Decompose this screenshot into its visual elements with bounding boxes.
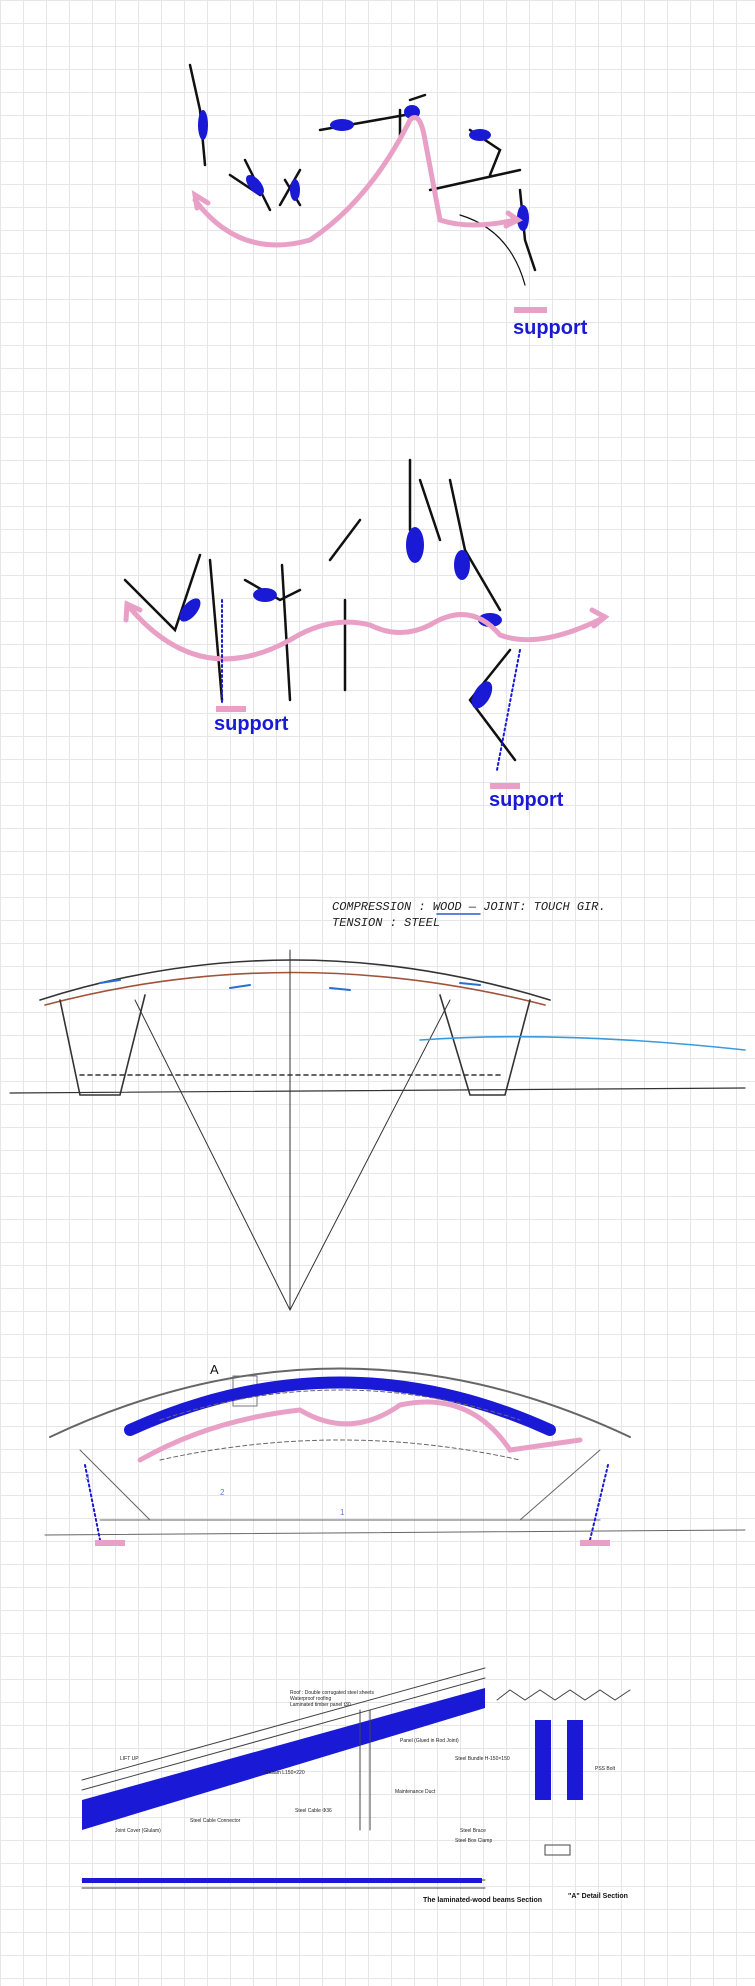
annotation: Laminated timber panel t30: [290, 1702, 351, 1708]
beam-detail: [82, 1668, 485, 1888]
beam-title: The laminated-wood beams Section: [423, 1897, 542, 1904]
support-line: [85, 1465, 608, 1540]
annotation: Maintenance Duct: [395, 1789, 436, 1795]
support-pad: [95, 1540, 125, 1546]
structure-sketch: [10, 950, 745, 1310]
annotation: Joint Cover (Glulam): [115, 1828, 161, 1834]
page: support support support COMPRESSION : WO…: [0, 0, 755, 1986]
compression-note: COMPRESSION : WOOD — JOINT: TOUCH GIR.: [332, 900, 606, 914]
annotation: PSS Bolt: [595, 1766, 616, 1772]
detail-title: "A" Detail Section: [568, 1893, 628, 1900]
annotation: Steel Bundle H-150×150: [455, 1756, 510, 1762]
annotation: Steel Brace: [460, 1828, 486, 1834]
zone-marker: 1: [340, 1508, 345, 1517]
annotation: Panel (Glued in Rod Joint): [400, 1738, 459, 1744]
support-label: support: [489, 789, 564, 811]
zone-marker: 3: [85, 1473, 90, 1482]
support-pad: [216, 706, 246, 712]
support-label: support: [214, 713, 289, 735]
tension-note: TENSION : STEEL: [332, 916, 440, 930]
diver-sketch-2: [125, 460, 515, 760]
support-path: [130, 608, 605, 659]
a-detail: [497, 1690, 630, 1855]
diver-sketch-1: [190, 65, 535, 285]
zone-marker: 2: [220, 1488, 225, 1497]
support-pad: [514, 307, 547, 313]
annotation: Steel Box Clamp: [455, 1838, 492, 1844]
support-label: support: [513, 317, 588, 339]
annotation: Steel Cable Connector: [190, 1818, 241, 1824]
annotation: Glulam L150×220: [265, 1770, 305, 1776]
annotation: Steel Cable Φ36: [295, 1808, 332, 1814]
annotation: LIFT UP: [120, 1756, 139, 1762]
detail-marker: A: [210, 1362, 219, 1377]
sheet: support support support COMPRESSION : WO…: [0, 0, 755, 1986]
support-pad: [580, 1540, 610, 1546]
